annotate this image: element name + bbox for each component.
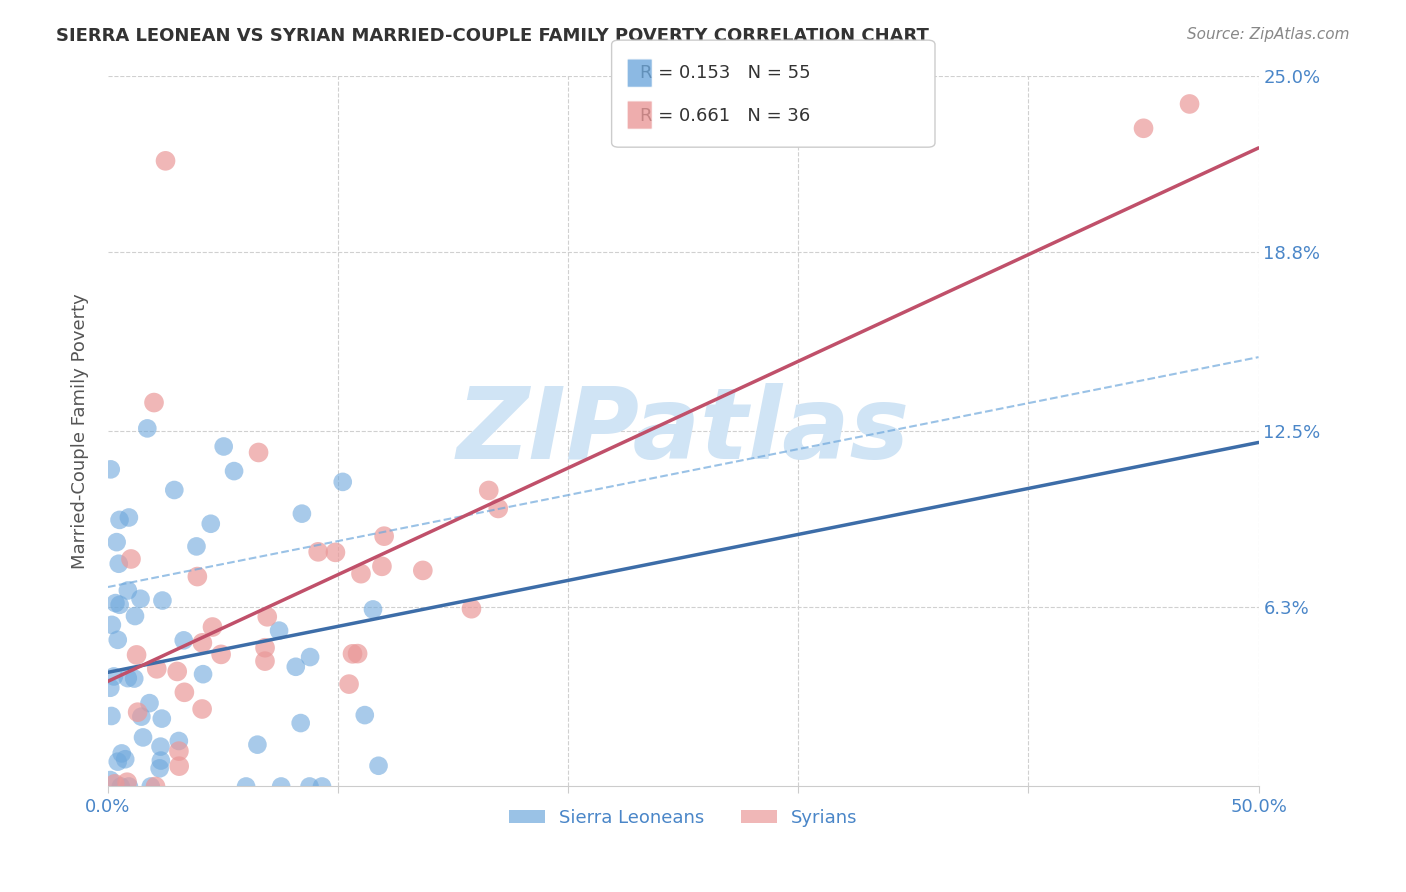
Point bbox=[412, 563, 434, 577]
Point bbox=[267, 624, 290, 638]
Point bbox=[191, 636, 214, 650]
Point bbox=[478, 483, 501, 498]
Point bbox=[307, 545, 329, 559]
Point bbox=[367, 758, 389, 772]
Point bbox=[291, 507, 314, 521]
Point bbox=[104, 596, 127, 610]
Point bbox=[173, 633, 195, 648]
Point bbox=[139, 780, 162, 794]
Point bbox=[222, 464, 245, 478]
Point bbox=[284, 660, 307, 674]
Point bbox=[143, 395, 166, 409]
Point bbox=[173, 685, 195, 699]
Point bbox=[110, 780, 132, 794]
Point bbox=[115, 775, 138, 789]
Point bbox=[103, 669, 125, 683]
Point bbox=[166, 665, 188, 679]
Point bbox=[98, 773, 121, 788]
Point bbox=[254, 640, 277, 655]
Point bbox=[111, 747, 134, 761]
Point bbox=[460, 601, 482, 615]
Point bbox=[145, 780, 167, 794]
Point bbox=[167, 759, 190, 773]
Point bbox=[149, 754, 172, 768]
Point bbox=[145, 662, 167, 676]
Point bbox=[299, 650, 322, 665]
Point bbox=[114, 752, 136, 766]
Y-axis label: Married-Couple Family Poverty: Married-Couple Family Poverty bbox=[72, 293, 89, 569]
Legend: Sierra Leoneans, Syrians: Sierra Leoneans, Syrians bbox=[502, 802, 865, 834]
Point bbox=[136, 421, 159, 435]
Point bbox=[361, 602, 384, 616]
Point bbox=[120, 552, 142, 566]
Point bbox=[246, 738, 269, 752]
Point bbox=[104, 777, 127, 791]
Point bbox=[200, 516, 222, 531]
Point bbox=[253, 654, 276, 668]
Point bbox=[107, 557, 129, 571]
Point bbox=[311, 780, 333, 794]
Point bbox=[125, 648, 148, 662]
Text: R = 0.661   N = 36: R = 0.661 N = 36 bbox=[640, 107, 810, 125]
Point bbox=[1132, 121, 1154, 136]
Point bbox=[105, 535, 128, 549]
Point bbox=[342, 647, 364, 661]
Text: SIERRA LEONEAN VS SYRIAN MARRIED-COUPLE FAMILY POVERTY CORRELATION CHART: SIERRA LEONEAN VS SYRIAN MARRIED-COUPLE … bbox=[56, 27, 929, 45]
Point bbox=[132, 731, 155, 745]
Point bbox=[186, 569, 208, 583]
Point bbox=[167, 734, 190, 748]
Point bbox=[131, 709, 153, 723]
Point bbox=[101, 618, 124, 632]
Point bbox=[118, 510, 141, 524]
Point bbox=[108, 598, 131, 612]
Point bbox=[353, 708, 375, 723]
Point bbox=[127, 705, 149, 719]
Point bbox=[107, 632, 129, 647]
Text: ZIPatlas: ZIPatlas bbox=[457, 383, 910, 480]
Point bbox=[332, 475, 354, 489]
Point bbox=[212, 440, 235, 454]
Point bbox=[373, 529, 395, 543]
Point bbox=[191, 702, 214, 716]
Point bbox=[186, 540, 208, 554]
Point bbox=[1178, 97, 1201, 112]
Point bbox=[256, 609, 278, 624]
Point bbox=[155, 153, 177, 168]
Point bbox=[117, 583, 139, 598]
Point bbox=[337, 677, 360, 691]
Point bbox=[371, 559, 394, 574]
Point bbox=[149, 761, 172, 775]
Point bbox=[298, 780, 321, 794]
Point bbox=[98, 681, 121, 695]
Point bbox=[270, 780, 292, 794]
Point bbox=[290, 716, 312, 731]
Point bbox=[163, 483, 186, 497]
Point bbox=[150, 712, 173, 726]
Point bbox=[124, 609, 146, 624]
Point bbox=[118, 780, 141, 794]
Point bbox=[191, 667, 214, 681]
Point bbox=[325, 545, 347, 559]
Point bbox=[235, 780, 257, 794]
Text: Source: ZipAtlas.com: Source: ZipAtlas.com bbox=[1187, 27, 1350, 42]
Point bbox=[167, 744, 190, 758]
Point bbox=[486, 501, 509, 516]
Point bbox=[107, 755, 129, 769]
Point bbox=[350, 566, 373, 581]
Point bbox=[117, 671, 139, 685]
Point bbox=[122, 672, 145, 686]
Point bbox=[108, 513, 131, 527]
Point bbox=[138, 696, 160, 710]
Point bbox=[201, 620, 224, 634]
Point bbox=[152, 593, 174, 607]
Point bbox=[100, 462, 122, 476]
Point bbox=[247, 445, 270, 459]
Point bbox=[346, 647, 368, 661]
Point bbox=[149, 739, 172, 754]
Point bbox=[100, 709, 122, 723]
Point bbox=[129, 591, 152, 606]
Point bbox=[209, 648, 232, 662]
Text: R = 0.153   N = 55: R = 0.153 N = 55 bbox=[640, 64, 810, 82]
